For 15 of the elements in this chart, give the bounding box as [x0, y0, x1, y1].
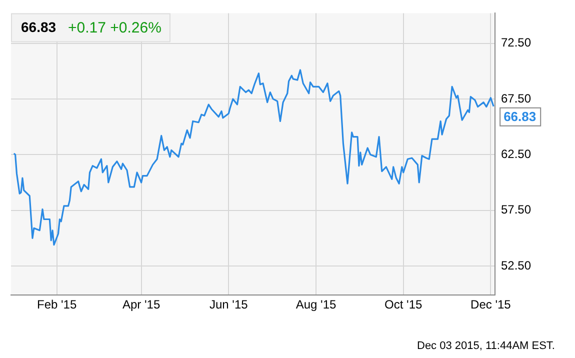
annotation: 66.83	[504, 109, 536, 124]
y-tick-label: 57.50	[501, 202, 532, 217]
chart-title: 66.83	[21, 19, 56, 36]
x-tick-label: Oct '15	[384, 298, 422, 312]
x-tick-label: Jun '15	[209, 298, 248, 312]
y-tick-label: 67.50	[501, 91, 532, 106]
chart-subtitle: +0.17 +0.26%	[68, 19, 162, 36]
text: Dec 03 2015, 11:44AM EST.	[417, 340, 555, 352]
y-tick-label: 72.50	[501, 36, 532, 50]
x-tick-label: Apr '15	[122, 298, 160, 312]
y-tick-label: 52.50	[501, 258, 532, 272]
x-tick-label: Aug '15	[296, 298, 336, 312]
x-tick-label: Feb '15	[36, 298, 77, 312]
x-tick-label: Dec '15	[470, 298, 512, 312]
y-tick-label: 62.50	[501, 146, 532, 161]
